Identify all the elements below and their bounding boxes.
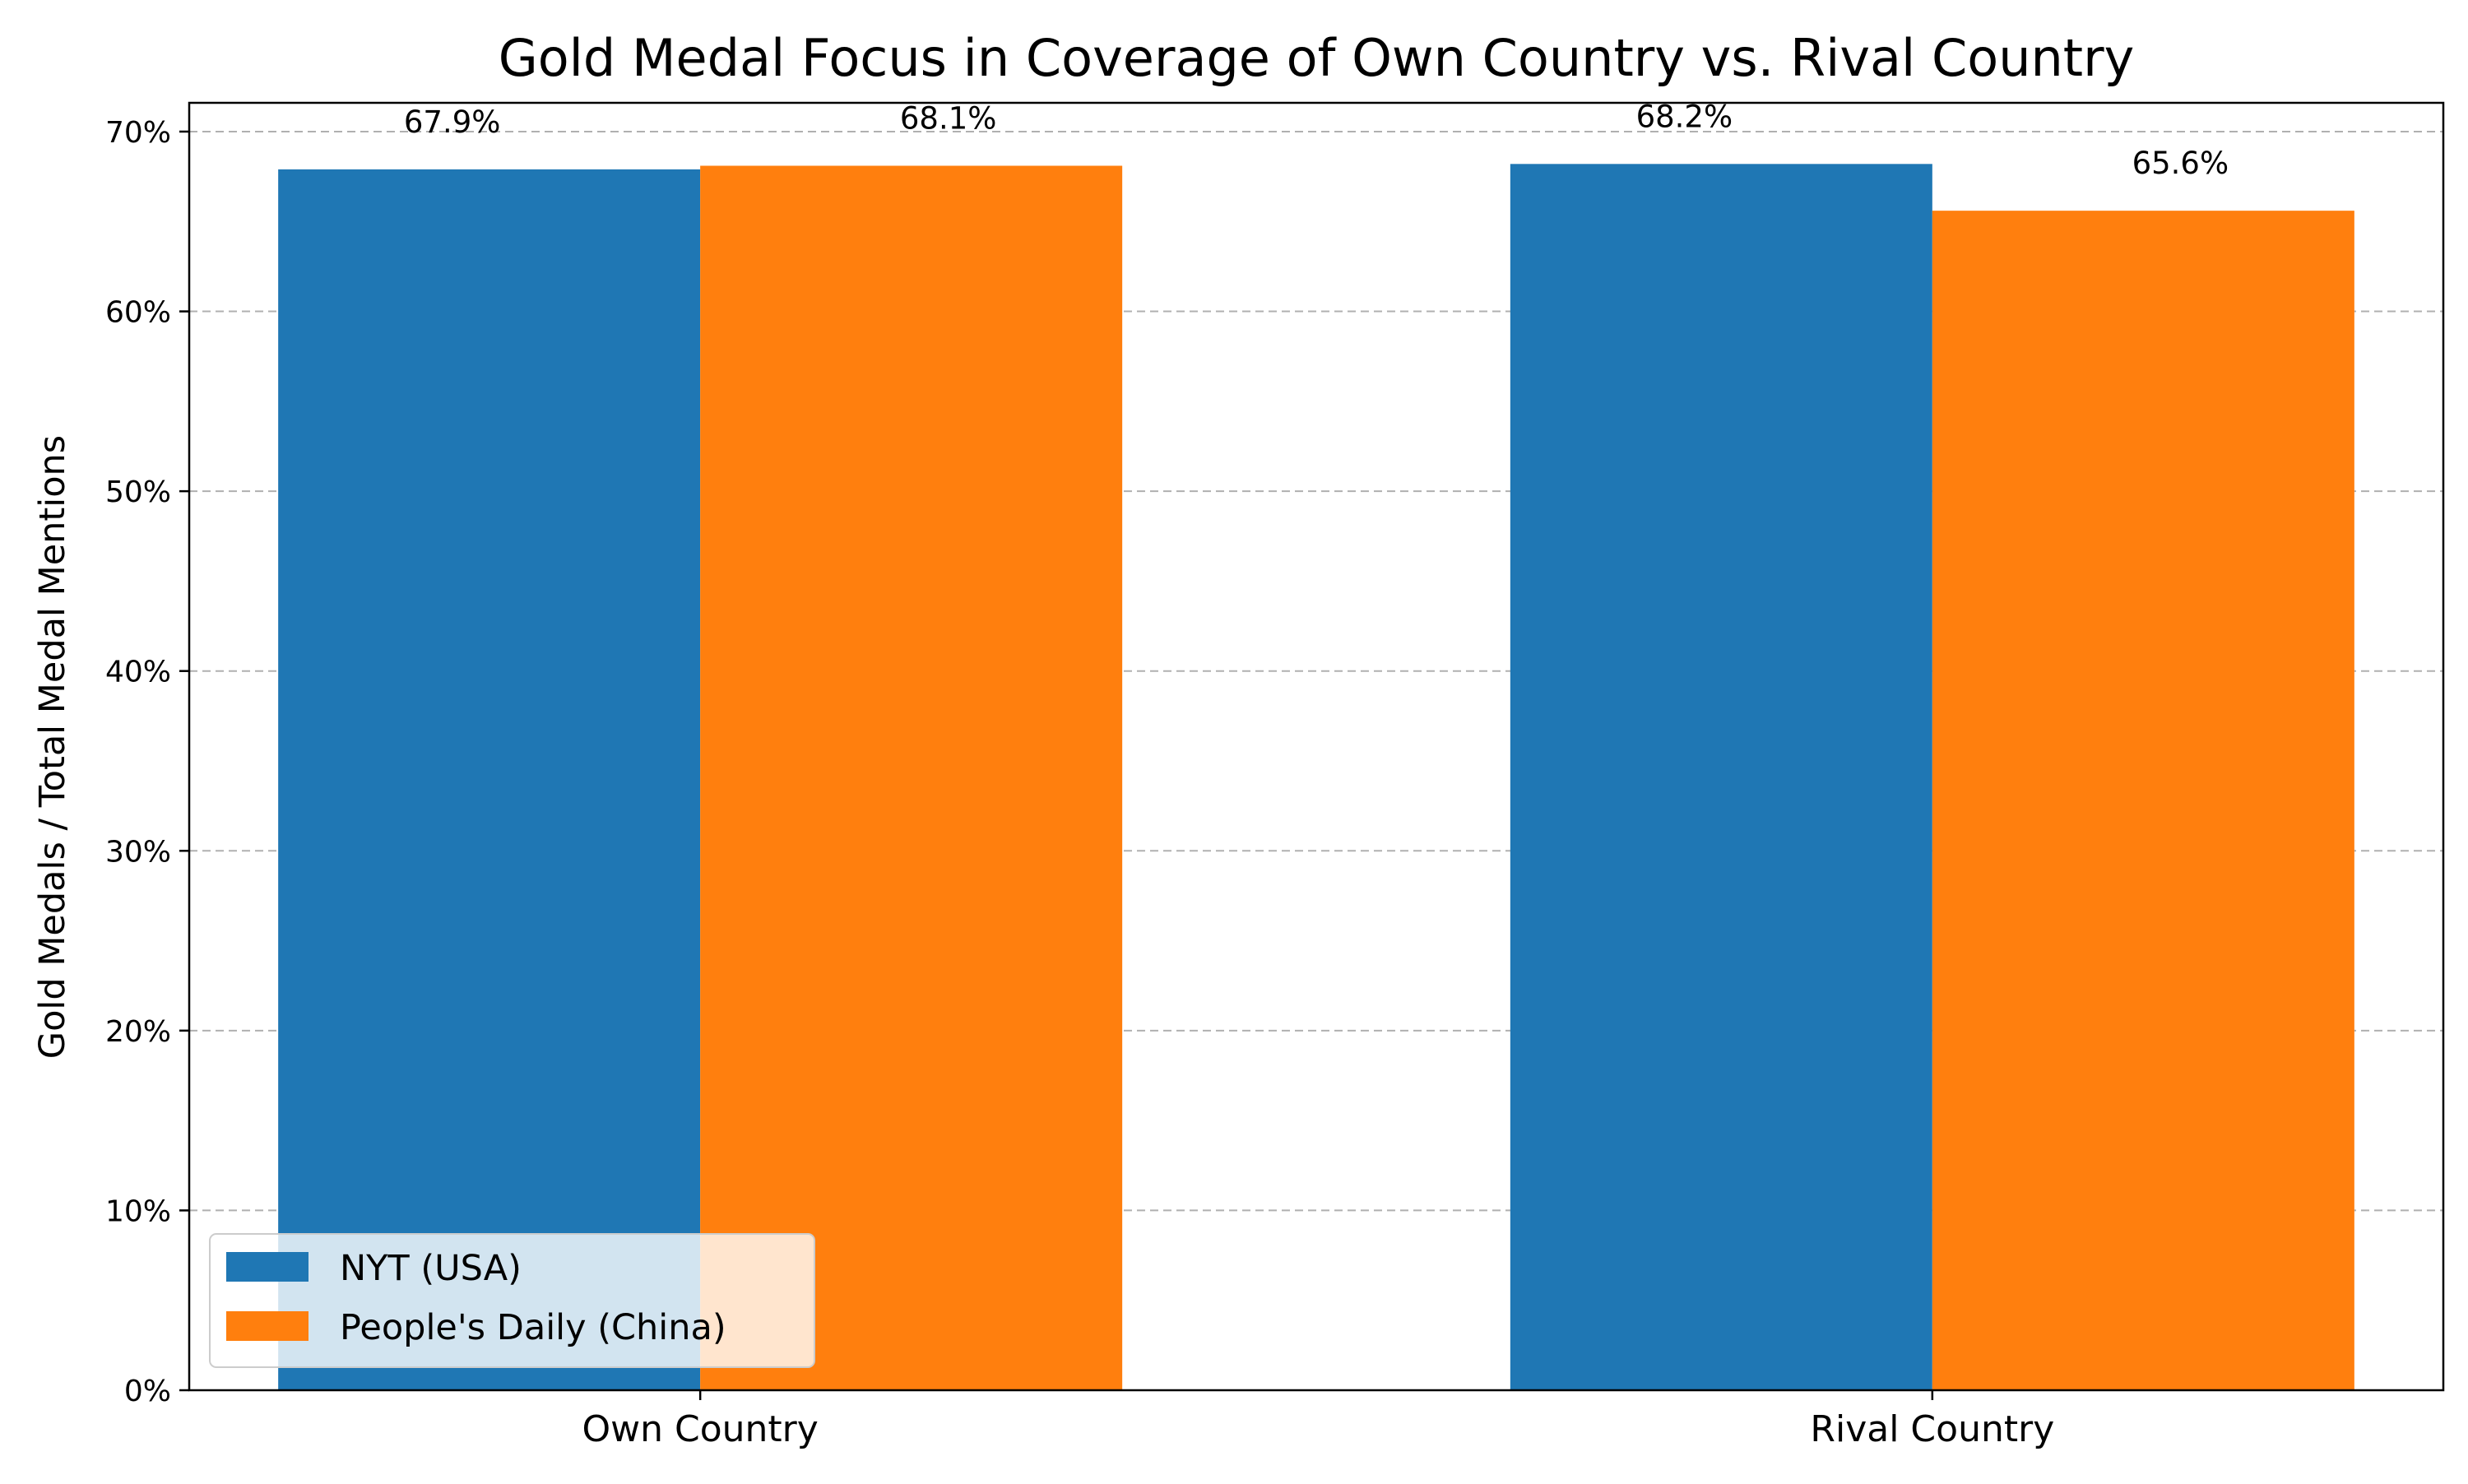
legend-box [209, 1233, 815, 1368]
legend-label: People's Daily (China) [340, 1307, 726, 1348]
y-tick-label: 60% [105, 296, 171, 330]
y-tick-label: 50% [105, 475, 171, 509]
y-axis-ticks: 0% 10% 20% 30% 40% 50% 60% 70% [105, 116, 189, 1408]
legend-swatch [226, 1311, 308, 1341]
bar-value-label: 68.2% [1636, 99, 1733, 134]
chart-title: Gold Medal Focus in Coverage of Own Coun… [499, 28, 2135, 88]
y-tick-label: 20% [105, 1015, 171, 1049]
bars [278, 164, 2354, 1390]
bar-nyt-rival-country [1510, 164, 1932, 1390]
x-tick-label: Rival Country [1810, 1408, 2054, 1450]
bar-value-labels: 67.9% 68.2% 68.1% 65.6% [404, 99, 2229, 181]
x-axis-ticks: Own Country Rival Country [582, 1390, 2054, 1450]
bar-value-label: 68.1% [900, 101, 997, 137]
y-tick-label: 70% [105, 116, 171, 150]
x-tick-label: Own Country [582, 1408, 819, 1450]
y-tick-label: 10% [105, 1194, 171, 1228]
y-tick-label: 0% [124, 1375, 171, 1408]
bar-nyt-own-country [278, 169, 701, 1390]
y-tick-label: 40% [105, 656, 171, 689]
y-tick-label: 30% [105, 835, 171, 869]
legend-label: NYT (USA) [340, 1248, 522, 1289]
legend: NYT (USA) People's Daily (China) [209, 1233, 815, 1368]
plot-frame [188, 101, 2445, 1392]
y-axis-label: Gold Medals / Total Medal Mentions [32, 435, 73, 1059]
bar-value-label: 67.9% [404, 104, 501, 140]
bar-peoples-daily-rival-country [1932, 211, 2354, 1390]
legend-swatch [226, 1252, 308, 1282]
bar-value-label: 65.6% [2132, 146, 2229, 181]
bar-peoples-daily-own-country [700, 165, 1123, 1390]
